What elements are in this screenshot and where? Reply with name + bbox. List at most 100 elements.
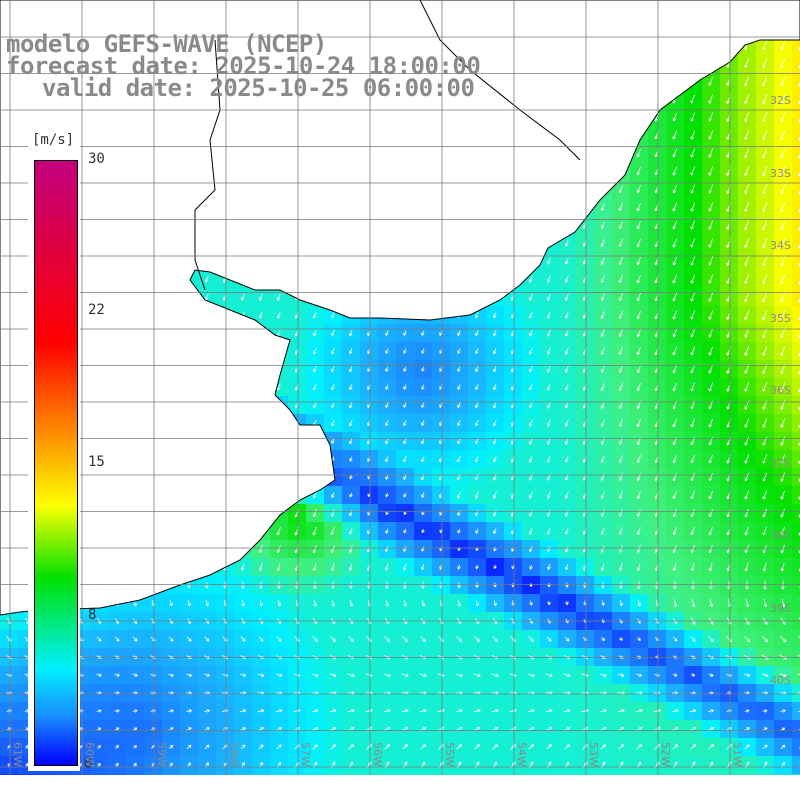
- wind-arrow: [600, 491, 605, 499]
- wind-arrow: [257, 709, 265, 713]
- speed-cell: [792, 252, 800, 270]
- wind-arrow: [708, 382, 714, 392]
- wind-arrow: [690, 364, 696, 374]
- wind-arrow: [564, 419, 569, 427]
- wind-arrow: [275, 673, 283, 677]
- wind-arrow: [348, 636, 354, 642]
- longitude-label: 58W: [227, 742, 240, 767]
- wind-arrow: [636, 256, 641, 266]
- speed-cell: [666, 774, 684, 775]
- wind-arrow: [331, 419, 335, 427]
- wind-arrow: [690, 256, 696, 266]
- wind-arrow: [744, 58, 750, 69]
- wind-arrow: [187, 581, 191, 589]
- wind-arrow: [796, 673, 800, 678]
- wind-arrow: [313, 401, 317, 409]
- colorbar-tick-30: 30: [88, 151, 105, 167]
- wind-arrow: [745, 580, 749, 590]
- speed-cell: [126, 774, 144, 775]
- wind-arrow: [600, 347, 605, 355]
- wind-arrow: [600, 401, 605, 409]
- wind-arrow: [564, 275, 569, 283]
- wind-arrow: [618, 455, 623, 463]
- speed-cell: [792, 504, 800, 522]
- wind-arrow: [744, 292, 750, 303]
- wind-arrow: [761, 673, 769, 677]
- wind-arrow: [600, 527, 605, 535]
- wind-arrow: [169, 599, 173, 607]
- speed-cell: [792, 774, 800, 775]
- speed-cell: [792, 396, 800, 414]
- wind-arrow: [672, 202, 678, 212]
- wind-arrow: [329, 727, 337, 731]
- wind-arrow: [564, 509, 569, 517]
- wind-arrow: [619, 581, 623, 589]
- wind-arrow: [762, 75, 768, 87]
- wind-arrow: [619, 637, 623, 641]
- wind-arrow: [708, 94, 714, 104]
- wind-arrow: [744, 544, 749, 554]
- wind-arrow: [600, 563, 605, 571]
- wind-arrow: [564, 455, 569, 463]
- wind-arrow: [276, 526, 281, 536]
- wind-arrow: [205, 599, 209, 607]
- wind-arrow: [169, 762, 173, 768]
- wind-arrow: [762, 39, 768, 51]
- wind-arrow: [618, 365, 623, 374]
- wind-arrow: [672, 364, 677, 374]
- wind-arrow: [563, 673, 571, 677]
- wind-arrow: [385, 420, 389, 427]
- wind-arrow: [744, 508, 749, 518]
- wind-arrow: [313, 599, 317, 607]
- speed-cell: [450, 774, 468, 775]
- wind-arrow: [780, 727, 786, 731]
- wind-arrow: [401, 673, 409, 677]
- longitude-label: 51W: [731, 742, 744, 767]
- wind-arrow: [619, 600, 623, 607]
- wind-arrow: [546, 419, 551, 427]
- wind-arrow: [311, 709, 319, 713]
- speed-cell: [396, 774, 414, 775]
- speed-cell: [792, 414, 800, 432]
- wind-arrow: [673, 599, 678, 608]
- wind-arrow: [457, 455, 461, 463]
- wind-arrow: [780, 165, 786, 177]
- wind-arrow: [672, 292, 678, 302]
- wind-arrow: [798, 709, 800, 713]
- wind-arrow: [475, 509, 479, 517]
- wind-arrow: [797, 691, 800, 695]
- wind-arrow: [780, 709, 786, 713]
- wind-arrow: [762, 490, 768, 500]
- wind-arrow: [780, 418, 786, 428]
- wind-arrow: [564, 365, 569, 373]
- wind-arrow: [311, 727, 319, 731]
- wind-arrow: [690, 346, 696, 356]
- wind-arrow: [690, 310, 696, 320]
- wind-arrow: [385, 528, 389, 534]
- wind-arrow: [528, 491, 533, 499]
- wind-arrow: [312, 563, 317, 572]
- wind-arrow: [691, 599, 696, 608]
- wind-arrow: [780, 346, 786, 357]
- land-mass: [0, 0, 800, 616]
- wind-arrow: [385, 545, 389, 553]
- wind-arrow: [401, 709, 409, 713]
- wind-arrow: [529, 311, 533, 319]
- wind-arrow: [708, 526, 713, 536]
- speed-cell: [792, 648, 800, 666]
- wind-arrow: [601, 600, 605, 606]
- wind-arrow: [331, 365, 335, 373]
- wind-arrow: [473, 673, 481, 677]
- wind-arrow: [780, 744, 786, 750]
- wind-arrow: [708, 202, 714, 212]
- wind-arrow: [385, 599, 389, 607]
- wind-arrow: [385, 402, 389, 408]
- wind-arrow: [546, 275, 551, 283]
- wind-arrow: [331, 599, 335, 607]
- wind-arrow: [708, 274, 714, 284]
- speed-cell: [288, 774, 306, 775]
- wind-arrow: [600, 275, 605, 283]
- wind-arrow: [672, 509, 677, 518]
- speed-cell: [792, 630, 800, 648]
- wind-arrow: [780, 75, 786, 87]
